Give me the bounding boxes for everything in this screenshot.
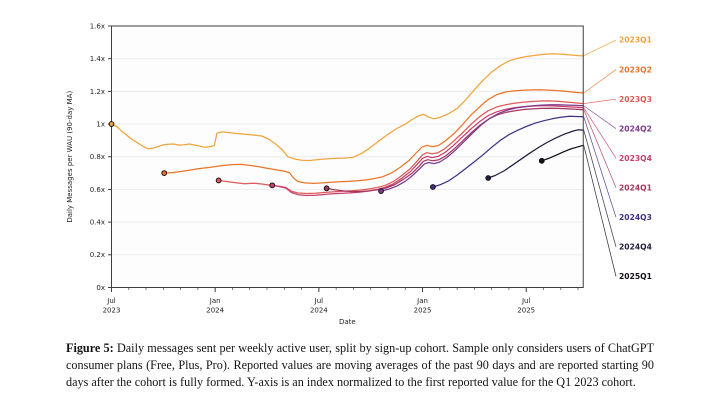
x-tick-label-month: Jul	[106, 297, 116, 305]
legend-label-2024q3: 2024Q3	[619, 213, 652, 222]
cohort-start-marker-2024q3	[430, 184, 436, 190]
series-line-2023q2	[163, 89, 584, 185]
legend-leader-2024q4	[583, 130, 617, 247]
cohort-start-marker-2023q2	[161, 170, 168, 176]
x-tick-label-month: Jul	[314, 297, 324, 305]
legend-leader-2023q3	[583, 98, 617, 105]
legend-leader-2024q3	[583, 116, 617, 218]
y-tick-label: 1x	[96, 120, 105, 128]
legend-label-2023q1: 2023Q1	[619, 36, 652, 45]
x-tick-label-month: Jan	[416, 297, 428, 305]
y-tick-label: 0.8x	[90, 153, 105, 161]
y-tick-label: 1.2x	[90, 88, 105, 96]
legend-leader-2023q2	[583, 69, 617, 94]
figure-caption-label: Figure 5:	[66, 341, 114, 355]
legend-label-2023q2: 2023Q2	[619, 65, 652, 74]
y-axis-label: Daily Messages per WAU (90-day MA)	[66, 91, 74, 223]
cohort-start-marker-2023q1	[108, 121, 115, 127]
x-tick-label-month: Jul	[521, 297, 531, 305]
legend-label-2024q1: 2024Q1	[619, 183, 652, 192]
legend-leader-2023q1	[583, 39, 617, 57]
series-line-2024q2	[380, 104, 584, 192]
x-tick-label-year: 2025	[414, 307, 432, 315]
legend-label-2024q4: 2024Q4	[619, 243, 652, 252]
cohort-start-marker-2023q3	[215, 177, 222, 184]
x-tick-label-year: 2024	[310, 307, 328, 315]
series-line-2024q3	[432, 115, 584, 188]
legend-label-2025q1: 2025Q1	[619, 272, 652, 281]
legend-label-2023q4: 2023Q4	[619, 154, 652, 163]
cohort-retention-chart-svg: 0x 0.2x 0.4x 0.6x 0.8x 1x 1.2x 1.4x 1.6x Jul 2023 J…	[66, 22, 652, 326]
cohort-start-marker-2023q4	[269, 182, 276, 189]
figure-caption-text: Daily messages sent per weekly active us…	[66, 341, 654, 389]
figure-caption: Figure 5: Daily messages sent per weekly…	[66, 340, 654, 391]
cohort-start-marker-2024q4	[485, 175, 492, 181]
y-tick-label: 0.2x	[90, 251, 105, 259]
series-line-2024q4	[487, 129, 584, 179]
x-tick-label-year: 2023	[103, 307, 121, 315]
x-tick-label-year: 2025	[517, 307, 535, 315]
series-line-2023q1	[110, 53, 584, 162]
y-tick-label: 0.4x	[90, 219, 105, 227]
legend-label-2024q2: 2024Q2	[619, 124, 652, 133]
y-tick-label: 1.6x	[90, 22, 105, 30]
x-axis-label: Date	[339, 318, 356, 326]
legend-leader-2024q2	[583, 105, 617, 129]
y-tick-label: 0x	[96, 284, 105, 292]
y-tick-label: 1.4x	[90, 55, 105, 63]
legend-leader-2025q1	[583, 145, 617, 277]
legend-leader-2024q1	[583, 109, 617, 188]
cohort-chart: 0x 0.2x 0.4x 0.6x 0.8x 1x 1.2x 1.4x 1.6x Jul 2023 J…	[66, 22, 652, 326]
x-tick-label-month: Jan	[209, 297, 221, 305]
legend-label-2023q3: 2023Q3	[619, 95, 652, 104]
legend-leader-2023q4	[583, 107, 617, 159]
y-tick-label: 0.6x	[90, 186, 105, 194]
x-tick-label-year: 2024	[206, 307, 224, 315]
series-line-2024q1	[325, 107, 584, 193]
cohort-start-marker-2024q2	[378, 188, 384, 194]
cohort-start-marker-2024q1	[323, 185, 330, 192]
cohort-start-marker-2025q1	[538, 157, 545, 164]
series-line-2025q1	[541, 144, 584, 162]
